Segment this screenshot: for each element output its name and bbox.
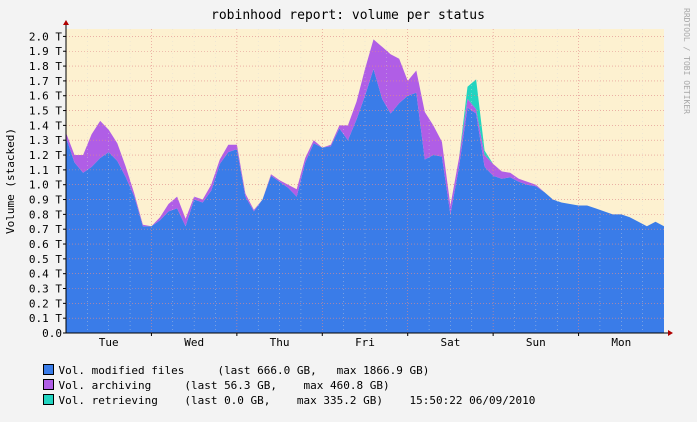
area-series-1 [66,39,664,227]
y-tick-label-5: 0.5 T [29,253,62,266]
y-tick-label-1: 0.1 T [29,312,62,325]
legend-swatch-retrieving [42,394,54,405]
chart-root: robinhood report: volume per status Volum… [4,8,691,407]
y-tick-label-14: 1.4 T [29,119,62,132]
y-tick-label-15: 1.5 T [29,105,62,118]
x-tick-label-6: Mon [611,336,631,349]
x-tick-label-1: Wed [184,336,204,349]
y-tick-label-17: 1.7 T [29,75,62,88]
x-tick-label-4: Sat [440,336,460,349]
x-tick-label-3: Fri [355,336,375,349]
side-label: RRDTOOL / TOBI OETIKER [682,8,691,114]
y-tick-label-18: 1.8 T [29,60,62,73]
y-tick-label-12: 1.2 T [29,149,62,162]
legend-text-archiving: Vol. archiving (last 56.3 GB, max 460.8 … [58,379,390,392]
chart-svg: robinhood report: volume per status Volum… [4,8,691,349]
y-tick-label-0: 0.0 [42,327,62,340]
y-tick-label-19: 1.9 T [29,45,62,58]
legend-retrieving: Vol. retrieving (last 0.0 GB, max 335.2 … [16,380,535,422]
legend-swatch-archiving [42,379,54,390]
x-tick-label-0: Tue [99,336,119,349]
legend-modified: Vol. modified files (last 666.0 GB, max … [16,350,429,392]
legend-swatch-modified [42,364,54,375]
legend-text-retrieving: Vol. retrieving (last 0.0 GB, max 335.2 … [58,394,536,407]
y-tick-label-11: 1.1 T [29,164,62,177]
y-tick-label-16: 1.6 T [29,90,62,103]
y-tick-label-9: 0.9 T [29,194,62,207]
x-axis-arrow [668,330,673,336]
y-axis-arrow [63,20,69,25]
x-tick-label-2: Thu [270,336,290,349]
y-tick-label-3: 0.3 T [29,283,62,296]
y-tick-label-7: 0.7 T [29,223,62,236]
y-tick-label-8: 0.8 T [29,208,62,221]
y-tick-label-6: 0.6 T [29,238,62,251]
chart-title: robinhood report: volume per status [211,8,485,23]
y-tick-label-2: 0.2 T [29,297,62,310]
y-tick-label-10: 1.0 T [29,179,62,192]
legend-archiving: Vol. archiving (last 56.3 GB, max 460.8 … [16,365,390,407]
y-tick-label-13: 1.3 T [29,134,62,147]
y-tick-label-4: 0.4 T [29,268,62,281]
legend-text-modified: Vol. modified files (last 666.0 GB, max … [58,364,430,377]
y-tick-label-20: 2.0 T [29,30,62,43]
x-tick-label-5: Sun [526,336,546,349]
y-axis-label: Volume (stacked) [4,128,17,234]
